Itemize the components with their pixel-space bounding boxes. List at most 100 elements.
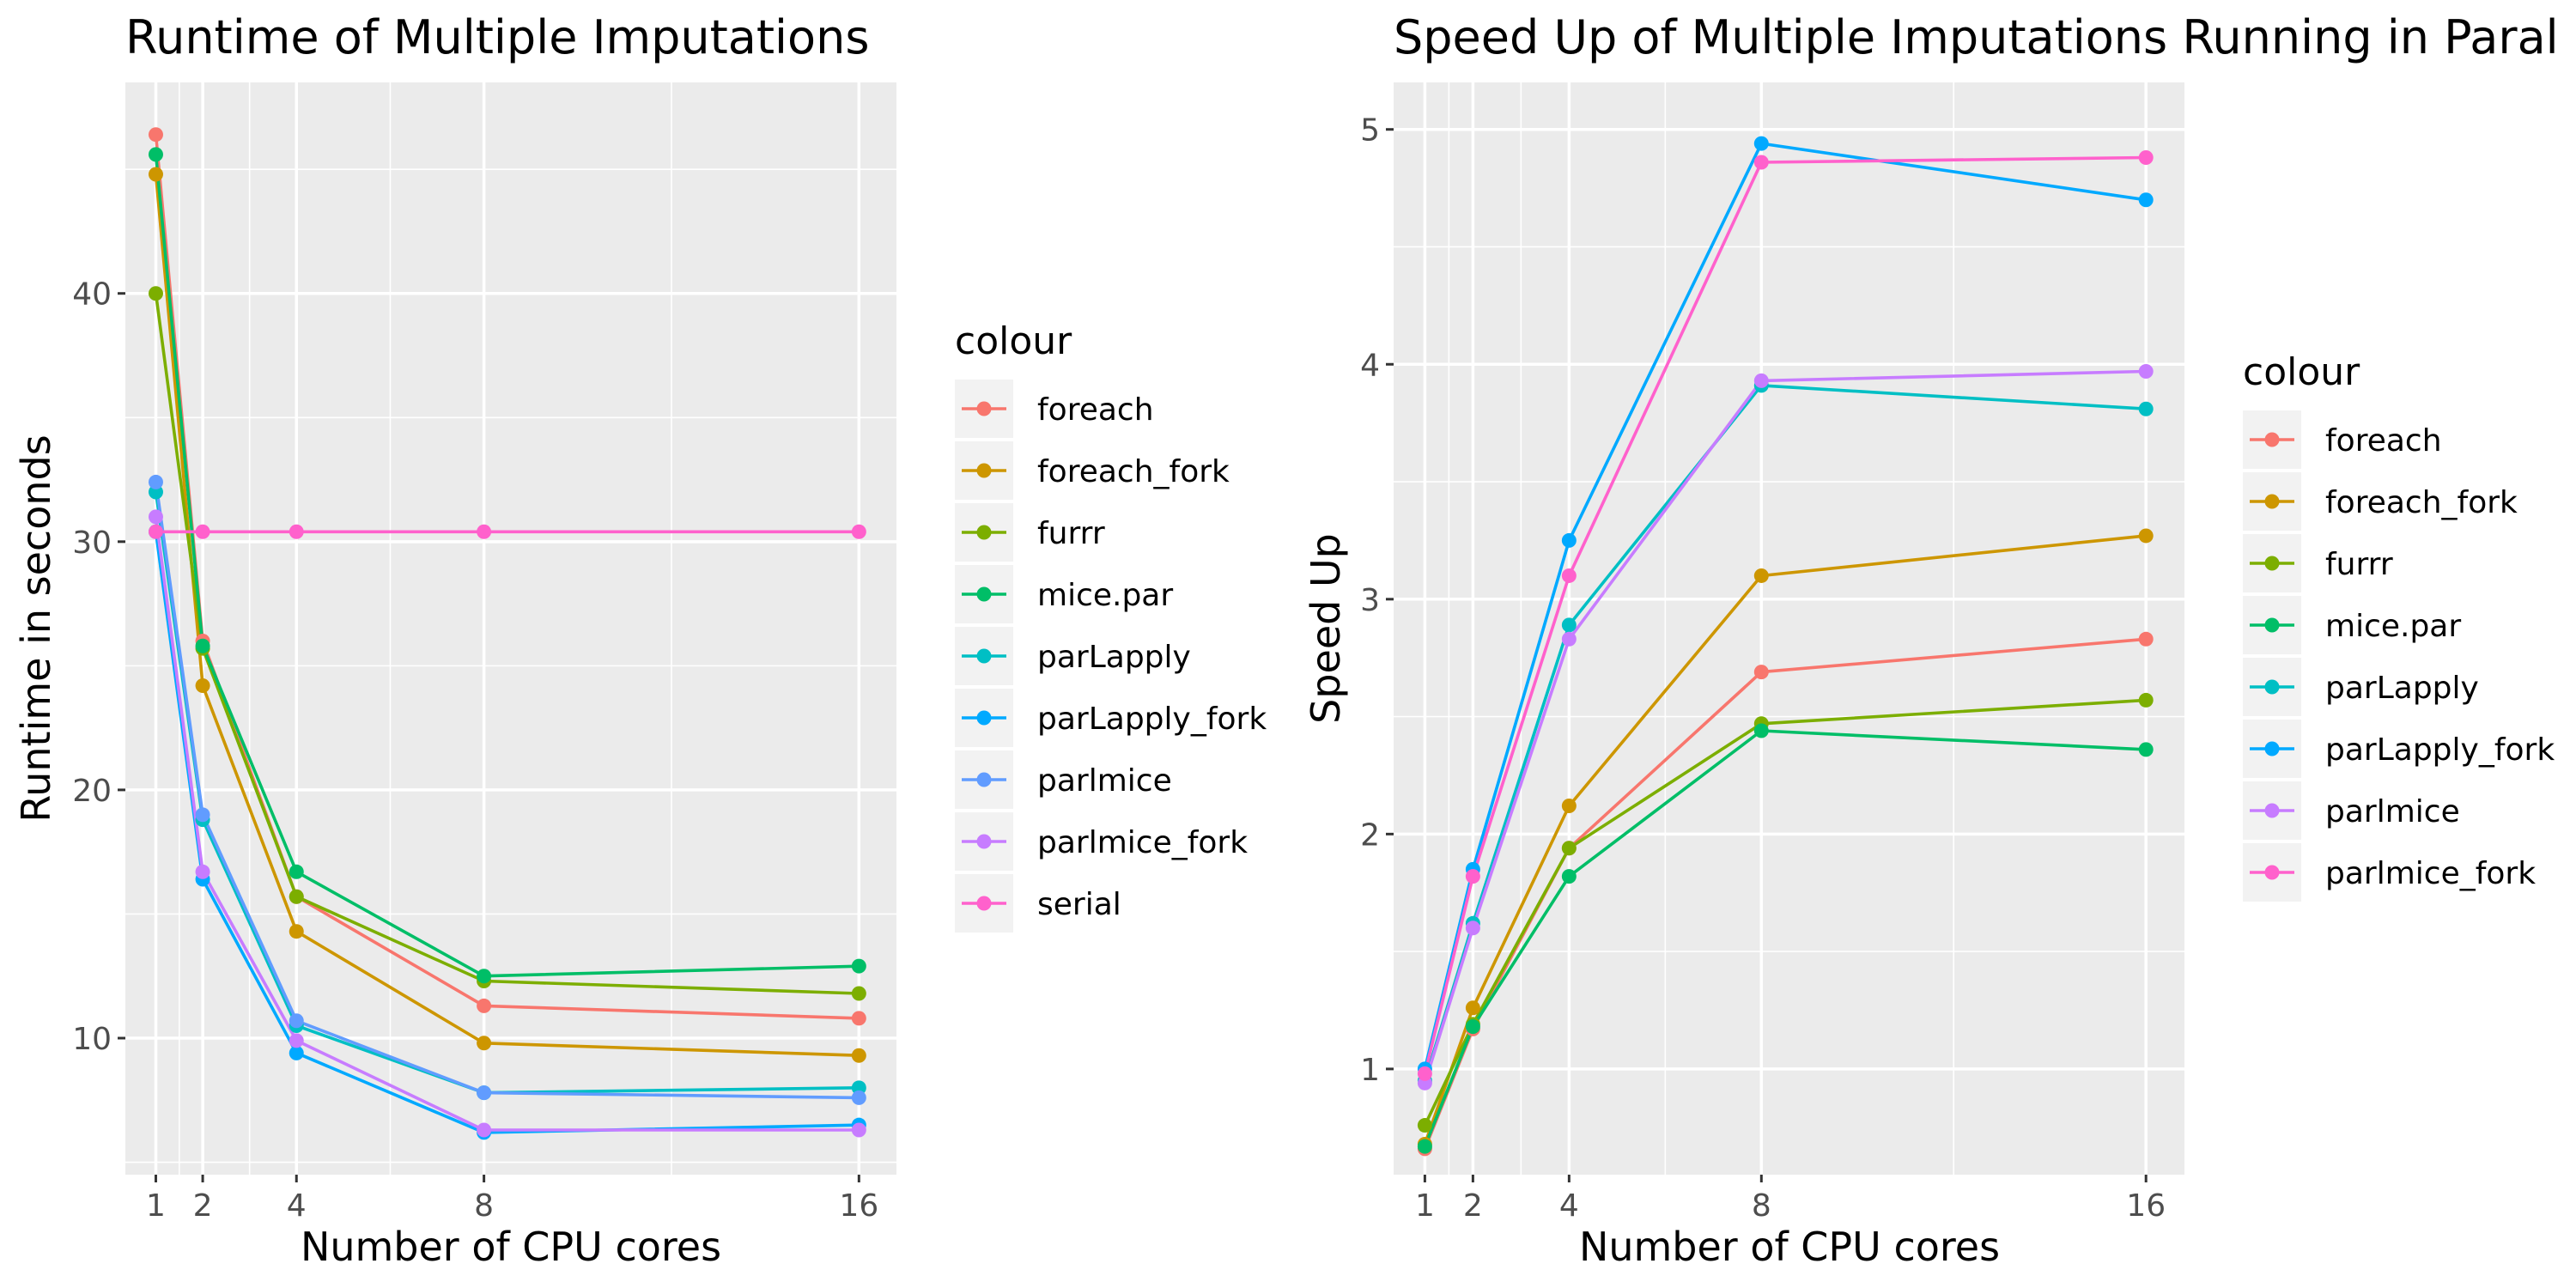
data-point-furrr [289, 889, 304, 904]
data-point-foreach [477, 998, 492, 1013]
data-point-parlmice [2138, 363, 2154, 379]
y-tick-label: 40 [72, 277, 112, 313]
data-point-serial [477, 524, 492, 539]
legend-label: furrr [1037, 516, 1105, 551]
legend-key-point [976, 525, 992, 540]
data-point-parlmice [195, 807, 210, 823]
legend-label: parlmice [1037, 763, 1172, 799]
data-point-foreach [2138, 631, 2154, 647]
data-point-parlmice_fork [1417, 1066, 1432, 1081]
data-point-mice.par [289, 864, 304, 879]
legend-label: serial [1037, 887, 1121, 922]
legend-label: parLapply [2325, 671, 2479, 706]
data-point-furrr [2138, 692, 2154, 708]
legend-key-point [2264, 556, 2280, 571]
legend-label: parLapply_fork [2325, 732, 2555, 768]
data-point-mice.par [195, 638, 210, 653]
y-tick-label: 1 [1360, 1053, 1380, 1088]
x-tick-label: 8 [1752, 1188, 1771, 1224]
data-point-mice.par [1561, 869, 1577, 884]
data-point-parlmice_fork [1561, 568, 1577, 583]
data-point-parLapply_fork [1753, 136, 1769, 151]
series-points [148, 127, 866, 1140]
data-point-foreach_fork [1465, 1000, 1480, 1016]
legend-item-parLapply_fork: parLapply_fork [2243, 720, 2555, 778]
data-point-serial [851, 524, 866, 539]
x-tick-labels: 1 2 4 8 16 [1415, 1188, 2166, 1224]
legend-item-furrr: furrr [955, 503, 1105, 562]
y-tick-label: 30 [72, 526, 112, 561]
legend-label: parLapply [1037, 640, 1191, 675]
legend-item-foreach_fork: foreach_fork [955, 441, 1230, 500]
x-tick-label: 4 [1559, 1188, 1579, 1224]
legend-label: mice.par [2325, 609, 2461, 644]
speedup-chart: Speed Up of Multiple Imputations Running… [1303, 10, 2559, 1270]
y-axis-title: Runtime in seconds [13, 434, 59, 822]
y-tick-label: 4 [1360, 348, 1380, 383]
legend-key-point [2264, 432, 2280, 447]
x-tick-label: 2 [193, 1188, 213, 1224]
x-tick-label: 1 [146, 1188, 166, 1224]
legend-label: parlmice [2325, 794, 2460, 829]
data-point-foreach_fork [1753, 568, 1769, 583]
x-axis-title: Number of CPU cores [301, 1224, 721, 1270]
y-tick-label: 5 [1360, 113, 1380, 149]
data-point-serial [289, 524, 304, 539]
x-tick-label: 1 [1415, 1188, 1435, 1224]
legend-label: foreach [2325, 423, 2442, 459]
data-point-mice.par [477, 969, 492, 984]
data-point-foreach_fork [477, 1036, 492, 1051]
legend-key-point [976, 463, 992, 478]
data-point-parlmice [148, 474, 163, 489]
legend-item-foreach: foreach [2243, 410, 2442, 469]
data-point-parlmice_fork [1465, 869, 1480, 884]
legend-key-point [2264, 803, 2280, 818]
legend-item-foreach: foreach [955, 380, 1154, 438]
legend-item-furrr: furrr [2243, 534, 2393, 592]
legend-key-point [976, 710, 992, 726]
y-tick-labels: 1 2 3 4 5 [1360, 113, 1380, 1088]
axis-ticks [1386, 128, 2148, 1182]
data-point-foreach_fork [1561, 799, 1577, 814]
legend-key-point [976, 401, 992, 416]
data-point-mice.par [1465, 1019, 1480, 1035]
y-tick-label: 2 [1360, 817, 1380, 853]
data-point-parlmice_fork [477, 1122, 492, 1138]
data-point-parLapply_fork [289, 1045, 304, 1060]
x-tick-label: 2 [1463, 1188, 1483, 1224]
legend-key-point [2264, 741, 2280, 756]
x-tick-label: 16 [2126, 1188, 2166, 1224]
data-point-furrr [1561, 841, 1577, 856]
x-tick-label: 4 [287, 1188, 307, 1224]
data-point-foreach_fork [2138, 528, 2154, 544]
data-point-mice.par [148, 147, 163, 162]
y-tick-labels: 10 20 30 40 [72, 277, 112, 1057]
legend-item-mice.par: mice.par [955, 565, 1173, 623]
data-point-furrr [1417, 1118, 1432, 1133]
data-point-parlmice_fork [289, 1033, 304, 1048]
legend-label: mice.par [1037, 578, 1173, 613]
legend-label: foreach_fork [2325, 485, 2518, 520]
legend-key-point [976, 648, 992, 664]
data-point-foreach_fork [148, 167, 163, 182]
data-point-mice.par [1417, 1139, 1432, 1154]
legend-item-mice.par: mice.par [2243, 596, 2461, 654]
data-point-parlmice [851, 1090, 866, 1105]
y-tick-label: 20 [72, 774, 112, 809]
right-edge [2574, 0, 2576, 1288]
legend-key-point [2264, 617, 2280, 633]
data-point-parlmice [477, 1085, 492, 1101]
legend-key-point [976, 896, 992, 911]
data-point-serial [195, 524, 210, 539]
data-point-foreach_fork [851, 1048, 866, 1063]
legend-label: foreach_fork [1037, 454, 1230, 489]
legend-label: parLapply_fork [1037, 702, 1267, 737]
data-point-parlmice_fork [195, 864, 210, 879]
legend-key-point [976, 834, 992, 849]
legend-label: parlmice_fork [2325, 856, 2536, 891]
data-point-furrr [851, 986, 866, 1001]
data-point-parlmice_fork [148, 509, 163, 525]
plot-panel [125, 82, 896, 1175]
